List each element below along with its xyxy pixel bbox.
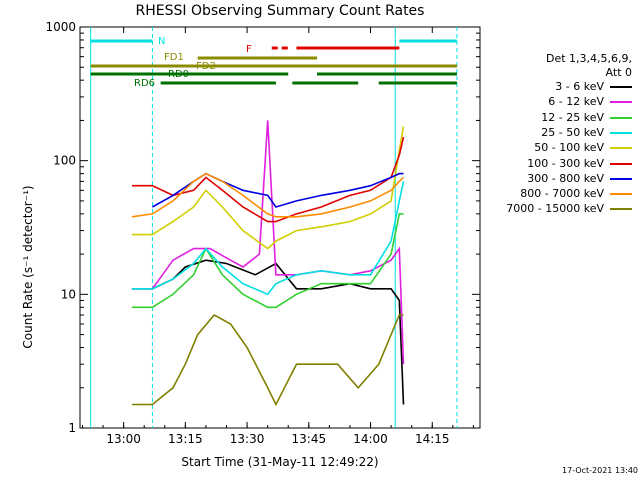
series-line-3 bbox=[131, 181, 405, 296]
legend-item-3: 25 - 50 keV bbox=[541, 126, 632, 139]
legend-swatch bbox=[610, 193, 632, 196]
legend-item-8: 7000 - 15000 keV bbox=[506, 202, 632, 215]
legend-label: 100 - 300 keV bbox=[527, 156, 604, 170]
legend-attenuator: Att 0 bbox=[605, 66, 632, 79]
flag-label-f: F bbox=[246, 44, 252, 55]
x-tick-label-0: 13:00 bbox=[106, 432, 141, 446]
legend-swatch bbox=[610, 131, 632, 134]
flag-label-n: N bbox=[158, 36, 165, 47]
legend-item-4: 50 - 100 keV bbox=[534, 141, 632, 154]
legend-detectors: Det 1,3,4,5,6,9, bbox=[545, 52, 632, 65]
flag-label-rd0: RD0 bbox=[168, 69, 189, 80]
legend-item-0: 3 - 6 keV bbox=[555, 80, 632, 93]
x-tick-label-4: 14:00 bbox=[353, 432, 388, 446]
flag-label-rd6: RD6 bbox=[134, 78, 155, 89]
series-line-1 bbox=[131, 120, 405, 365]
flag-label-fd1: FD1 bbox=[164, 52, 184, 63]
x-tick-label-5: 14:15 bbox=[415, 432, 450, 446]
plot-frame bbox=[79, 26, 481, 429]
legend-item-6: 300 - 800 keV bbox=[527, 172, 632, 185]
legend-swatch bbox=[610, 116, 632, 119]
legend-swatch bbox=[610, 177, 632, 180]
legend-swatch bbox=[610, 208, 632, 211]
legend-label: 6 - 12 keV bbox=[548, 95, 604, 109]
legend-item-7: 800 - 7000 keV bbox=[520, 187, 632, 200]
legend-item-1: 6 - 12 keV bbox=[548, 95, 632, 108]
legend-label: 25 - 50 keV bbox=[541, 125, 604, 139]
x-axis-label: Start Time (31-May-11 12:49:22) bbox=[181, 455, 379, 469]
legend-swatch bbox=[610, 86, 632, 88]
legend-label: 12 - 25 keV bbox=[541, 110, 604, 124]
series-line-8 bbox=[131, 313, 404, 407]
legend-label: 300 - 800 keV bbox=[527, 171, 604, 185]
legend-swatch bbox=[610, 147, 632, 150]
y-tick-label-2: 100 bbox=[53, 154, 76, 168]
series-line-5 bbox=[131, 136, 405, 223]
x-tick-label-1: 13:15 bbox=[168, 432, 203, 446]
y-tick-label-1: 10 bbox=[61, 287, 76, 301]
legend-item-5: 100 - 300 keV bbox=[527, 157, 632, 170]
y-axis-label: Count Rate (s⁻¹ detector⁻¹) bbox=[21, 185, 35, 349]
timestamp: 17-Oct-2021 13:40 bbox=[562, 466, 638, 475]
x-tick-label-3: 13:45 bbox=[292, 432, 327, 446]
legend-label: 3 - 6 keV bbox=[555, 80, 604, 93]
series-line-2 bbox=[131, 213, 404, 309]
y-tick-label-0: 1 bbox=[68, 421, 76, 435]
legend-label: 800 - 7000 keV bbox=[520, 187, 604, 201]
legend-item-2: 12 - 25 keV bbox=[541, 111, 632, 124]
legend-swatch bbox=[610, 162, 632, 165]
legend-label: 7000 - 15000 keV bbox=[506, 202, 604, 216]
chart-title: RHESSI Observing Summary Count Rates bbox=[135, 3, 425, 19]
flag-label-fd2: FD2 bbox=[196, 61, 216, 72]
series-line-4 bbox=[131, 126, 405, 250]
x-tick-label-2: 13:30 bbox=[230, 432, 265, 446]
series-line-7 bbox=[131, 172, 405, 218]
legend-swatch bbox=[610, 101, 632, 104]
legend-label: 50 - 100 keV bbox=[534, 141, 604, 155]
y-tick-label-3: 1000 bbox=[45, 20, 76, 34]
